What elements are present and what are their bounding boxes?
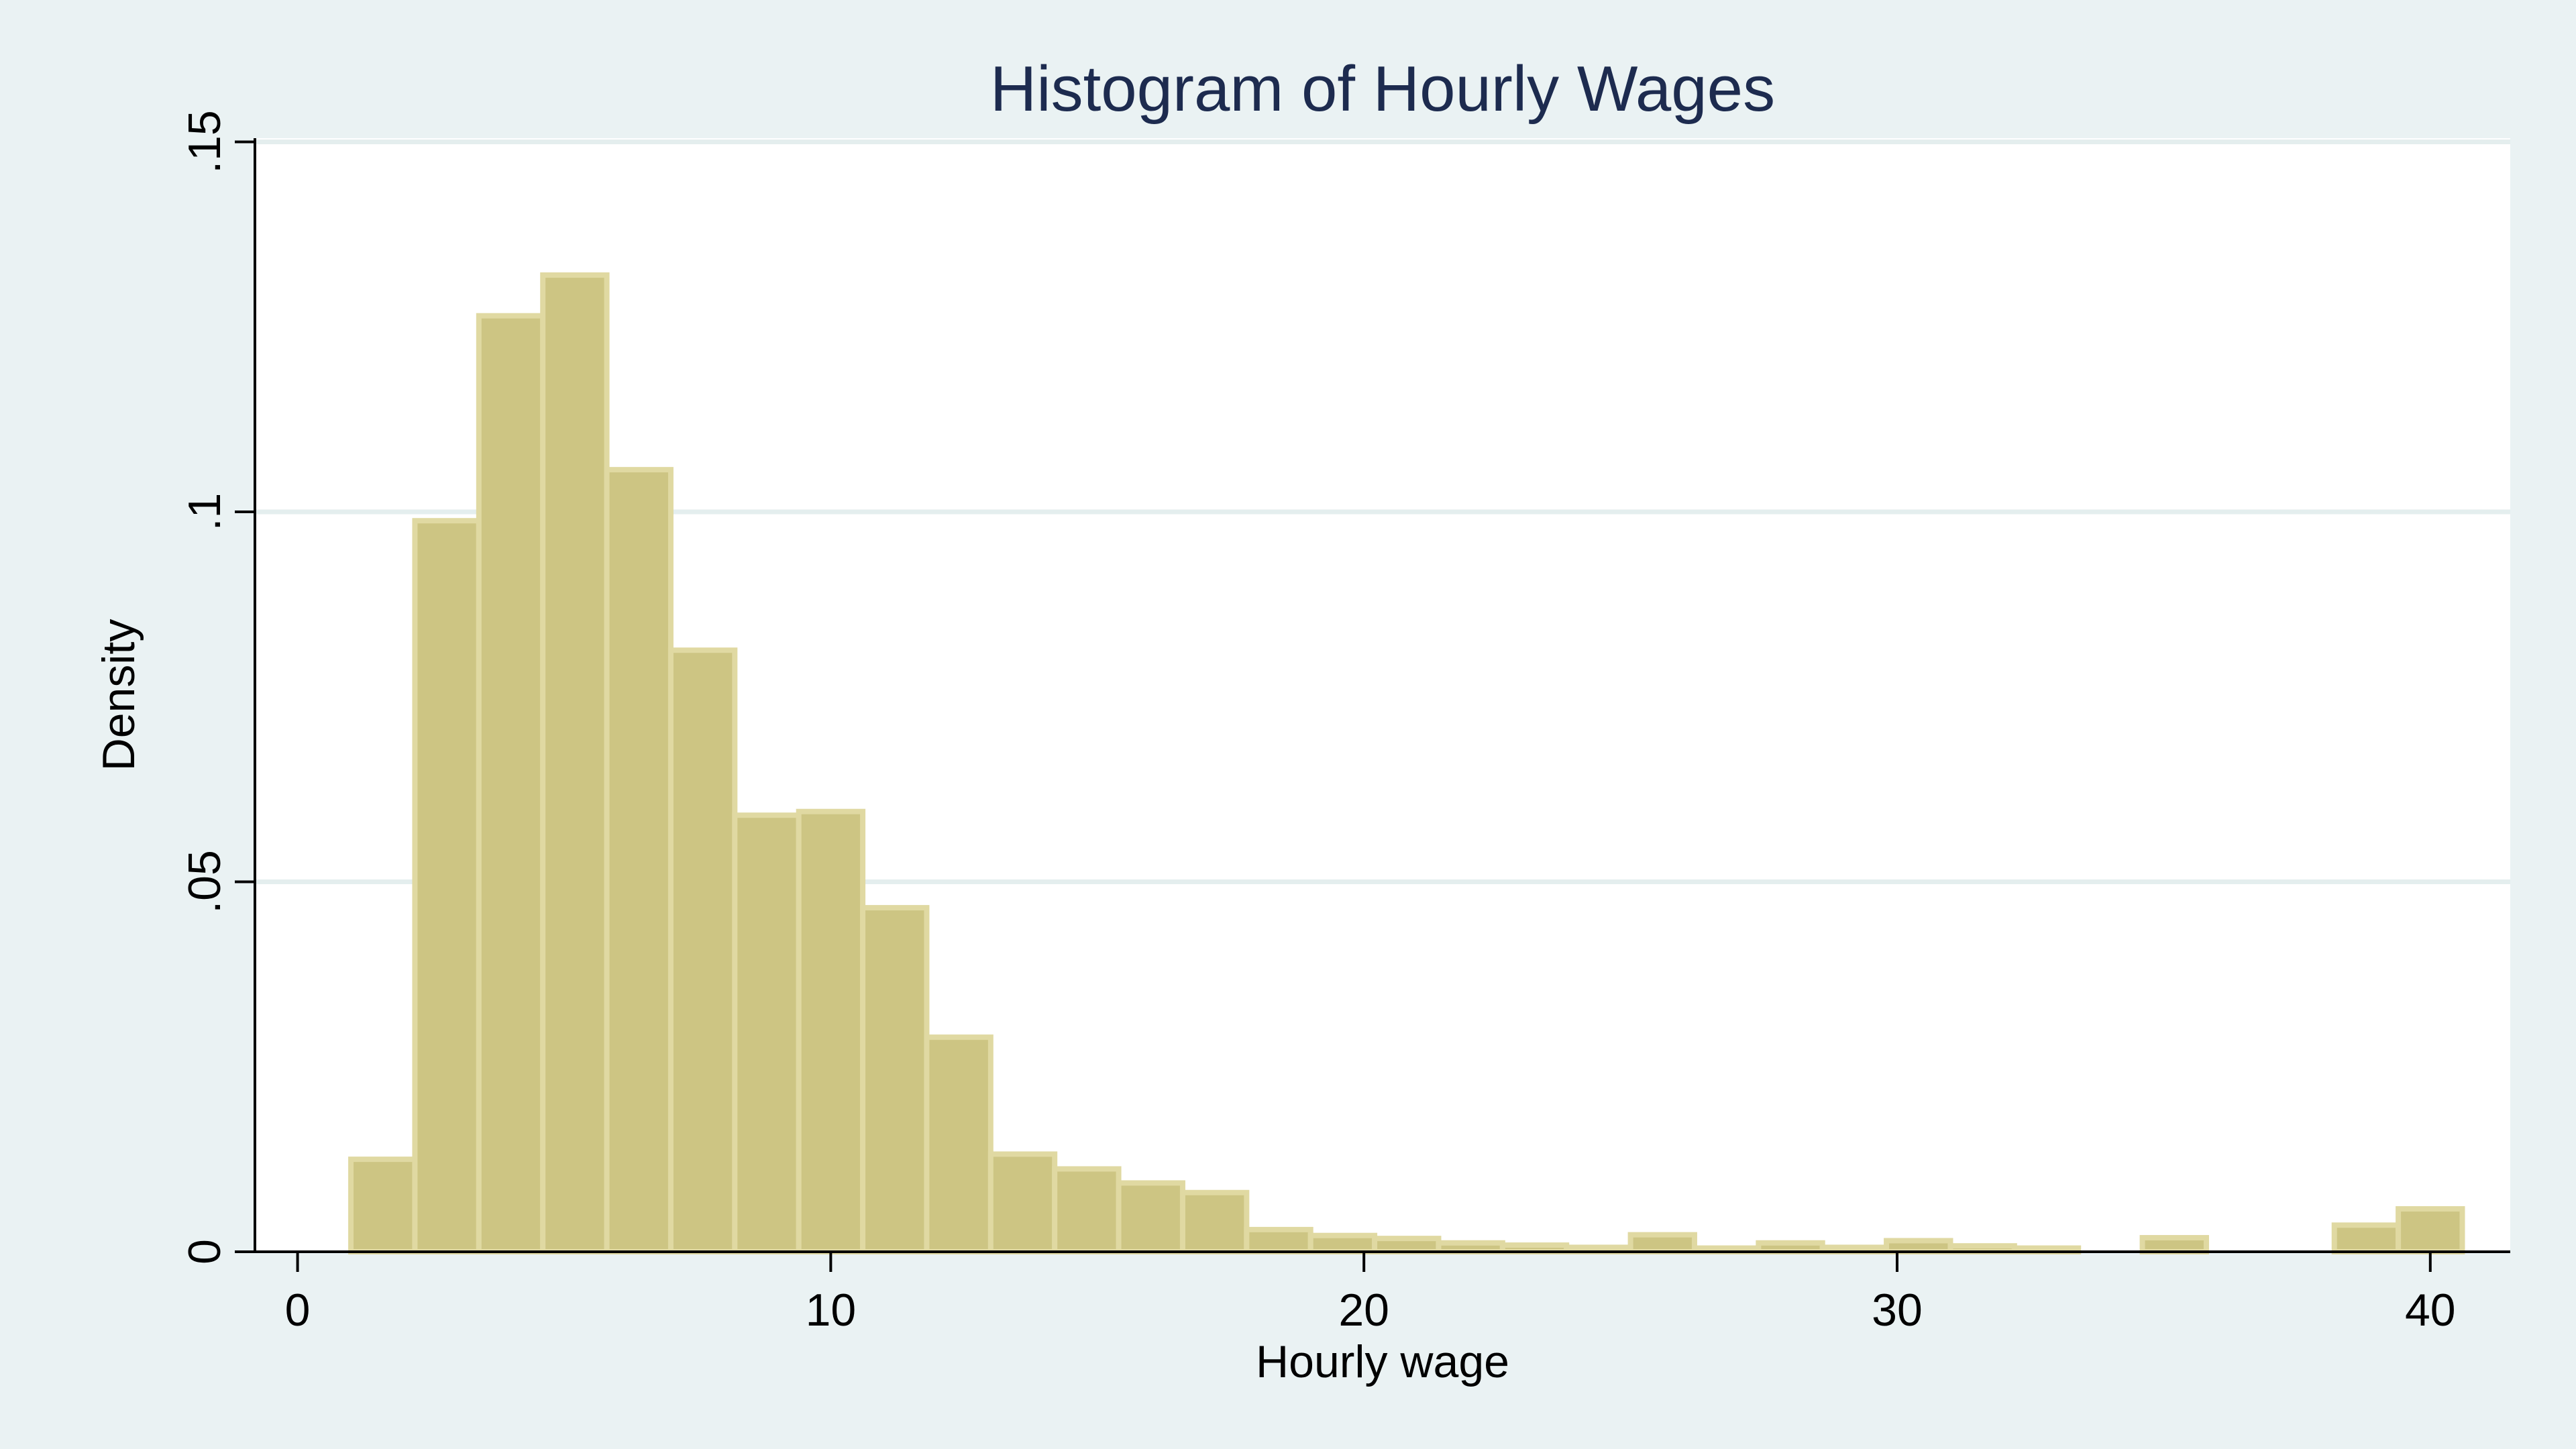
y-tick-label: .15 bbox=[179, 110, 230, 174]
x-tick-label: 10 bbox=[806, 1285, 857, 1336]
histogram-bar bbox=[2396, 1206, 2465, 1255]
histogram-bar bbox=[987, 1151, 1058, 1254]
x-tick-label: 30 bbox=[1872, 1285, 1923, 1336]
y-axis-label: Density bbox=[93, 619, 144, 771]
y-tick-label: .05 bbox=[179, 850, 230, 914]
histogram-bar bbox=[1052, 1166, 1122, 1254]
histogram-bar bbox=[1372, 1236, 1442, 1255]
y-tick-label: 0 bbox=[179, 1239, 230, 1265]
histogram-bar bbox=[796, 808, 866, 1254]
histogram-bar bbox=[924, 1034, 994, 1255]
histogram-bar bbox=[412, 518, 482, 1254]
histogram-bar bbox=[2331, 1222, 2402, 1254]
histogram-bar bbox=[476, 313, 546, 1254]
histogram-bar bbox=[1244, 1226, 1313, 1254]
histogram-bar bbox=[1884, 1238, 1953, 1255]
x-axis-label: Hourly wage bbox=[1256, 1336, 1509, 1387]
histogram-bar bbox=[732, 812, 802, 1254]
x-tick-label: 20 bbox=[1338, 1285, 1389, 1336]
histogram-bar bbox=[1627, 1232, 1697, 1254]
histogram-bars bbox=[348, 272, 2465, 1255]
x-tick-label: 40 bbox=[2405, 1285, 2456, 1336]
histogram-bar bbox=[2139, 1235, 2209, 1255]
histogram-bar bbox=[348, 1157, 418, 1254]
histogram-bar bbox=[1116, 1180, 1185, 1254]
histogram-bar bbox=[1307, 1232, 1378, 1255]
y-tick-label: .1 bbox=[179, 493, 230, 531]
histogram-bar bbox=[604, 467, 674, 1254]
chart-title: Histogram of Hourly Wages bbox=[990, 53, 1775, 125]
histogram-bar bbox=[1179, 1189, 1250, 1254]
histogram-bar bbox=[667, 647, 738, 1254]
histogram-bar bbox=[540, 272, 610, 1255]
y-axis-ticks: 0 .05 .1 .15 bbox=[179, 110, 255, 1265]
histogram-bar bbox=[860, 905, 930, 1254]
x-axis-ticks: 0 10 20 30 40 bbox=[285, 1252, 2456, 1336]
x-tick-label: 0 bbox=[285, 1285, 311, 1336]
